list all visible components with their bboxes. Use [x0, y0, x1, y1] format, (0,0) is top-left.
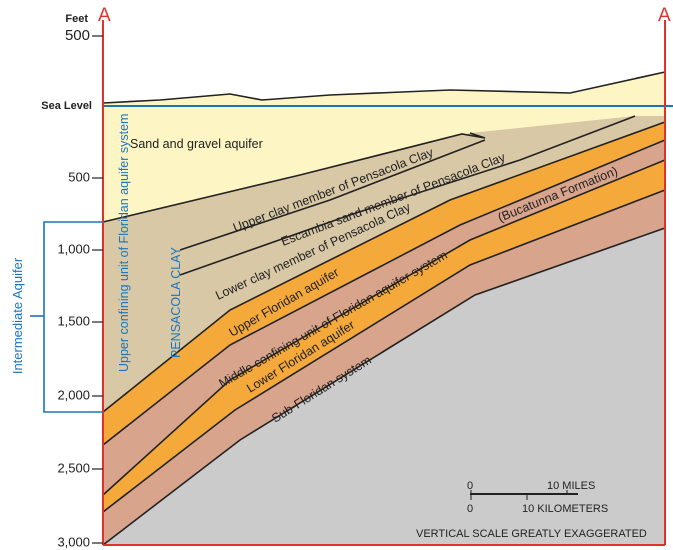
tick-label: 2,000: [57, 387, 90, 402]
unit-label: PENSACOLA CLAY: [169, 246, 183, 358]
sea-level-label: Sea Level: [41, 100, 92, 112]
contact: [102, 139, 666, 446]
contact: [102, 189, 666, 513]
section-end: A: [658, 5, 671, 26]
tick-label: 2,500: [57, 460, 90, 475]
scale-label: 0: [467, 503, 473, 515]
land-surface: [102, 71, 666, 104]
layers: [102, 71, 673, 546]
contact: [179, 115, 636, 276]
scale-label: 10 KILOMETERS: [522, 503, 608, 515]
tick-label: 1,000: [57, 241, 90, 256]
contact: [102, 132, 486, 223]
tick-label: 3,000: [57, 534, 90, 549]
unit-label: Sand and gravel aquifer: [130, 137, 263, 151]
contact: [102, 159, 666, 496]
contact: [179, 139, 486, 251]
tick-label: 500: [65, 27, 90, 44]
scale-label: 10 MILES: [547, 480, 595, 492]
unit-label: Upper confining unit of Floridan aquifer…: [117, 114, 131, 372]
units-label: Feet: [65, 13, 88, 25]
bracket-label: Intermediate Aquifer: [10, 257, 25, 374]
scale-label: 0: [467, 480, 473, 492]
basement: [103, 228, 665, 545]
contacts: [102, 71, 666, 546]
ticks: [92, 35, 103, 544]
tick-label: 1,500: [57, 313, 90, 328]
contact: [102, 121, 666, 413]
section-end: A: [98, 5, 111, 26]
contact: [102, 227, 666, 546]
tick-label: 500: [68, 169, 90, 184]
bracket: [43, 221, 103, 413]
scale-note: VERTICAL SCALE GREATLY EXAGGERATED: [416, 528, 647, 540]
